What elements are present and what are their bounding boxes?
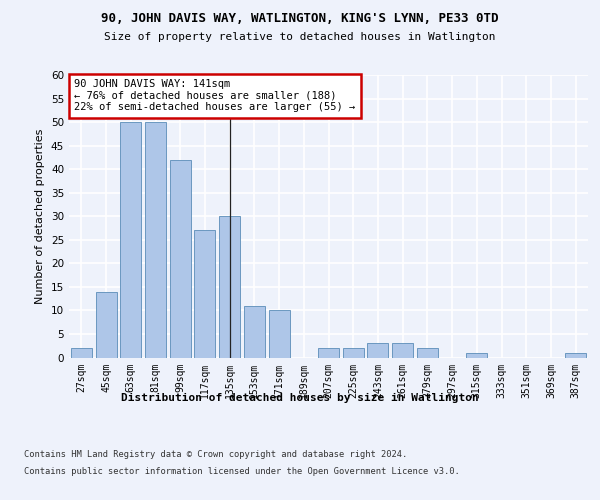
Text: 90 JOHN DAVIS WAY: 141sqm
← 76% of detached houses are smaller (188)
22% of semi: 90 JOHN DAVIS WAY: 141sqm ← 76% of detac… [74, 79, 355, 112]
Text: Distribution of detached houses by size in Watlington: Distribution of detached houses by size … [121, 392, 479, 402]
Bar [367, 344, 388, 357]
Text: 90, JOHN DAVIS WAY, WATLINGTON, KING'S LYNN, PE33 0TD: 90, JOHN DAVIS WAY, WATLINGTON, KING'S L… [101, 12, 499, 26]
Bar [170, 160, 191, 358]
Bar [244, 306, 265, 358]
Bar [392, 344, 413, 357]
Bar [466, 353, 487, 358]
Bar [145, 122, 166, 358]
Bar [120, 122, 141, 358]
Bar [95, 292, 116, 358]
Bar [71, 348, 92, 358]
Bar [318, 348, 339, 358]
Bar [565, 353, 586, 358]
Text: Contains public sector information licensed under the Open Government Licence v3: Contains public sector information licen… [24, 466, 460, 475]
Y-axis label: Number of detached properties: Number of detached properties [35, 128, 46, 304]
Bar [269, 310, 290, 358]
Bar [343, 348, 364, 358]
Text: Contains HM Land Registry data © Crown copyright and database right 2024.: Contains HM Land Registry data © Crown c… [24, 450, 407, 459]
Bar [219, 216, 240, 358]
Text: Size of property relative to detached houses in Watlington: Size of property relative to detached ho… [104, 32, 496, 42]
Bar [417, 348, 438, 358]
Bar [194, 230, 215, 358]
